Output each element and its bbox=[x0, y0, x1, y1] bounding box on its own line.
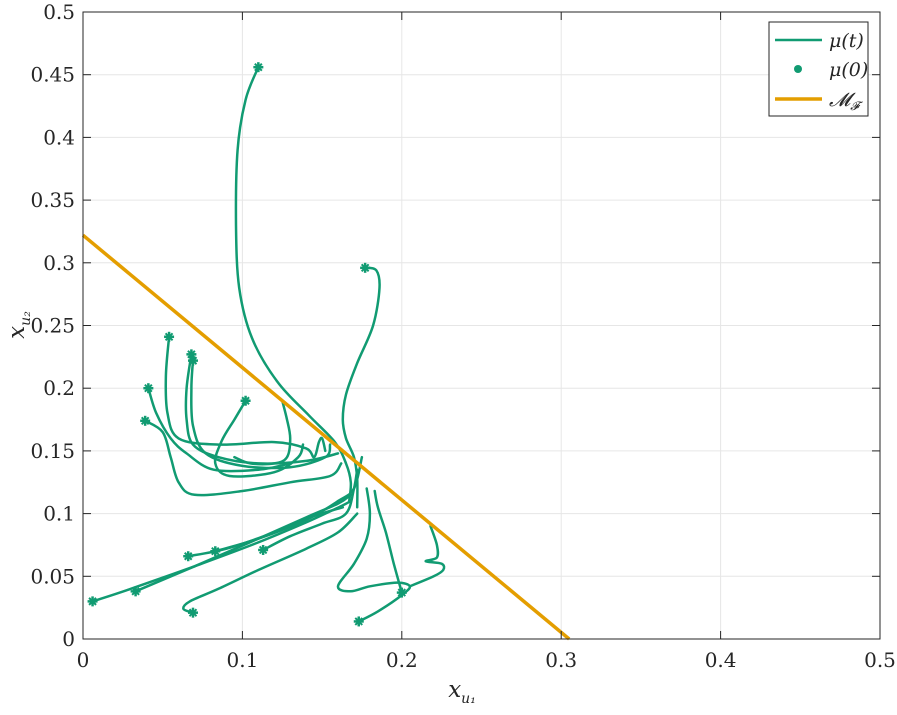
tick-marks bbox=[82, 11, 881, 640]
trajectory-line bbox=[261, 468, 359, 552]
start-point-marker bbox=[258, 544, 269, 555]
start-point-marker bbox=[143, 383, 154, 394]
y-tick-label: 0.2 bbox=[43, 376, 75, 400]
grid-lines bbox=[82, 11, 881, 640]
start-point-marker bbox=[240, 395, 251, 406]
y-tick-label: 0.45 bbox=[30, 63, 75, 87]
y-tick-label: 0 bbox=[62, 627, 75, 651]
start-point-marker bbox=[140, 415, 151, 426]
y-tick-label: 0.25 bbox=[30, 314, 75, 338]
trajectory-line bbox=[91, 499, 353, 603]
y-axis-label-sub: u₂ bbox=[18, 311, 34, 326]
x-tick-label: 0.5 bbox=[864, 648, 896, 672]
x-tick-label: 0.1 bbox=[226, 648, 258, 672]
y-tick-label: 0.1 bbox=[43, 502, 75, 526]
start-point-marker bbox=[164, 331, 175, 342]
x-axis-label-sub: u₁ bbox=[461, 691, 476, 707]
start-point-marker bbox=[187, 607, 198, 618]
data-layer bbox=[81, 62, 571, 641]
start-point-marker bbox=[353, 616, 364, 627]
start-point-marker bbox=[187, 355, 198, 366]
manifold-line bbox=[81, 233, 571, 641]
start-point-marker bbox=[253, 62, 264, 73]
y-axis-label-main: x bbox=[4, 326, 30, 339]
legend-label-mu-t: μ(t) bbox=[829, 30, 864, 52]
y-axis-label-group: xu₂ bbox=[4, 311, 34, 339]
start-point-marker bbox=[130, 586, 141, 597]
legend-label-mu-0: μ(0) bbox=[829, 59, 868, 81]
y-tick-label: 0.4 bbox=[43, 125, 75, 149]
legend: μ(t) μ(0) 𝓜𝓕 bbox=[768, 21, 869, 117]
x-tick-label: 0.4 bbox=[705, 648, 737, 672]
trajectory-line bbox=[213, 399, 305, 478]
trajectory-line bbox=[164, 335, 327, 459]
x-tick-label: 0.3 bbox=[545, 648, 577, 672]
x-tick-label: 0.2 bbox=[386, 648, 418, 672]
start-point-marker bbox=[396, 587, 407, 598]
trajectory-line bbox=[184, 353, 340, 465]
y-tick-label: 0.35 bbox=[30, 188, 75, 212]
trajectory-line bbox=[182, 512, 359, 614]
trajectory-line bbox=[336, 487, 412, 623]
start-point-marker bbox=[87, 596, 98, 607]
trajectory-line bbox=[147, 386, 292, 473]
tick-labels: 0 0.1 0.2 0.3 0.4 0.5 0 0.05 0.1 0.15 0.2 0.25 0.3 0.… bbox=[30, 0, 895, 672]
trajectory-line bbox=[373, 489, 404, 594]
start-point-marker bbox=[360, 262, 371, 273]
legend-label-manifold-main: 𝓜 bbox=[829, 89, 856, 111]
x-axis-label-main: x bbox=[448, 677, 461, 703]
trajectory-line bbox=[234, 65, 353, 503]
x-tick-label: 0 bbox=[77, 648, 90, 672]
trajectory-line bbox=[408, 524, 446, 588]
y-tick-label: 0.3 bbox=[43, 251, 75, 275]
x-axis-label: xu₁ bbox=[448, 677, 476, 707]
trajectory-line bbox=[233, 399, 292, 466]
start-point-marker bbox=[183, 551, 194, 562]
y-tick-label: 0.15 bbox=[30, 439, 75, 463]
start-point-marker bbox=[210, 546, 221, 557]
y-tick-label: 0.5 bbox=[43, 0, 75, 24]
y-tick-label: 0.05 bbox=[30, 564, 75, 588]
trajectory-line bbox=[143, 419, 343, 497]
trajectory-line bbox=[190, 359, 332, 470]
y-axis-label: xu₂ bbox=[4, 311, 34, 339]
legend-marker-swatch bbox=[794, 65, 802, 73]
